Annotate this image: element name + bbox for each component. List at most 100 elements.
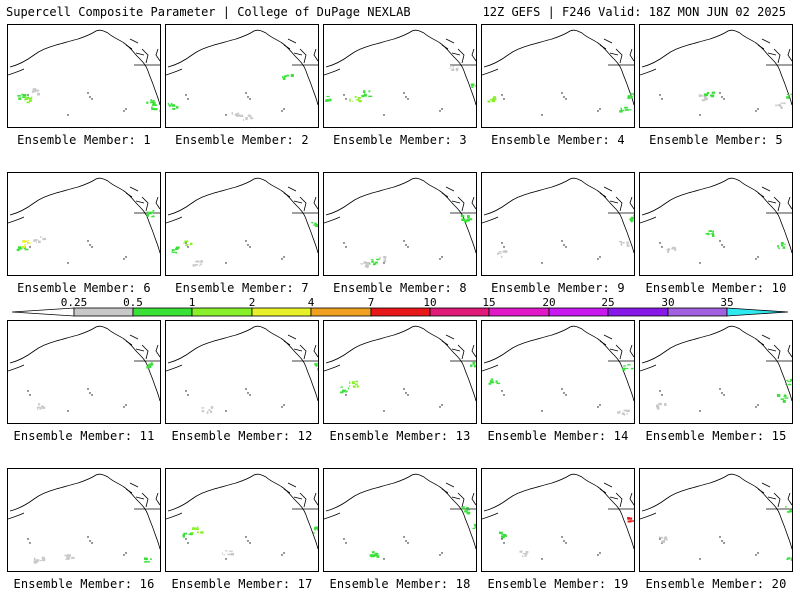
island bbox=[89, 96, 91, 98]
coastline bbox=[423, 32, 465, 72]
coastline bbox=[581, 328, 623, 368]
ensemble-member-label: Ensemble Member: 5 bbox=[649, 133, 783, 147]
coastline bbox=[265, 328, 307, 368]
coastline bbox=[325, 473, 425, 512]
scp-shading bbox=[371, 260, 375, 263]
scp-shading bbox=[363, 93, 367, 97]
scp-shading bbox=[503, 250, 508, 253]
island bbox=[187, 542, 189, 544]
ensemble-member-label: Ensemble Member: 6 bbox=[17, 281, 151, 295]
island bbox=[249, 542, 251, 544]
coastline bbox=[482, 216, 499, 224]
scp-shading bbox=[709, 94, 713, 97]
coastline bbox=[166, 364, 183, 372]
coastline bbox=[305, 514, 318, 550]
scp-shading bbox=[522, 555, 524, 558]
scp-shading bbox=[501, 533, 504, 535]
island bbox=[597, 406, 599, 408]
island bbox=[225, 410, 227, 412]
coastline bbox=[787, 492, 792, 506]
scp-shading bbox=[171, 251, 176, 253]
coastline bbox=[739, 180, 781, 220]
scp-shading bbox=[144, 561, 148, 563]
map-canvas bbox=[640, 29, 792, 116]
coastline bbox=[9, 177, 109, 216]
scp-shading bbox=[360, 263, 364, 265]
scp-shading bbox=[452, 65, 454, 68]
coastline bbox=[779, 218, 792, 254]
island bbox=[91, 542, 93, 544]
scp-shading bbox=[314, 526, 317, 530]
map-canvas bbox=[640, 473, 793, 561]
scp-shading bbox=[349, 98, 351, 102]
scp-shading bbox=[780, 242, 784, 245]
island bbox=[757, 404, 759, 406]
island bbox=[755, 258, 757, 260]
scp-shading bbox=[346, 390, 348, 392]
ensemble-map-panel bbox=[323, 468, 477, 572]
island bbox=[403, 388, 405, 390]
coastline bbox=[641, 325, 741, 364]
island bbox=[723, 542, 725, 544]
island bbox=[281, 554, 283, 556]
island bbox=[29, 542, 31, 544]
scp-shading bbox=[792, 556, 793, 558]
scp-shading bbox=[202, 411, 204, 413]
scp-shading bbox=[29, 99, 32, 102]
scp-shading bbox=[623, 365, 626, 367]
island bbox=[283, 552, 285, 554]
island bbox=[123, 406, 125, 408]
scp-shading bbox=[195, 528, 199, 531]
coastline bbox=[167, 473, 267, 512]
scp-shading bbox=[314, 363, 318, 366]
colorbar-segment bbox=[251, 307, 312, 317]
scp-shading bbox=[626, 243, 629, 246]
island bbox=[247, 96, 249, 98]
scp-shading bbox=[243, 119, 245, 121]
island bbox=[403, 240, 405, 242]
island bbox=[719, 536, 721, 538]
coastline bbox=[483, 29, 583, 68]
island bbox=[29, 394, 31, 396]
scp-shading bbox=[775, 104, 777, 107]
scp-shading bbox=[496, 382, 501, 385]
ensemble-member-label: Ensemble Member: 18 bbox=[329, 577, 471, 591]
coastline bbox=[773, 492, 781, 508]
ensemble-member-label: Ensemble Member: 12 bbox=[171, 429, 313, 443]
scp-shading bbox=[208, 408, 211, 411]
scp-shading bbox=[318, 528, 319, 530]
scp-shading bbox=[376, 555, 380, 558]
scp-shading bbox=[464, 510, 467, 513]
scp-shading bbox=[145, 558, 148, 561]
scp-shading bbox=[473, 523, 476, 527]
scp-shading bbox=[33, 239, 37, 242]
coastline bbox=[629, 48, 634, 62]
scp-shading bbox=[191, 527, 195, 530]
scp-shading bbox=[628, 109, 632, 111]
coastline bbox=[640, 216, 657, 224]
island bbox=[185, 538, 187, 540]
scp-shading bbox=[351, 381, 355, 385]
island bbox=[541, 410, 543, 412]
coastline bbox=[483, 177, 583, 216]
scp-shading bbox=[341, 389, 346, 391]
island bbox=[185, 242, 187, 244]
scp-shading bbox=[619, 110, 623, 113]
scp-shading bbox=[314, 529, 317, 531]
scp-shading bbox=[784, 397, 789, 399]
scp-shading bbox=[627, 520, 632, 523]
coastline bbox=[615, 492, 623, 508]
scp-shading bbox=[16, 248, 20, 251]
colorbar-segment bbox=[310, 307, 372, 317]
scp-shading bbox=[495, 380, 498, 383]
scp-shading bbox=[699, 95, 702, 97]
coastline bbox=[441, 186, 461, 204]
scp-shading bbox=[37, 406, 40, 408]
island bbox=[659, 94, 661, 96]
scp-shading bbox=[663, 537, 666, 540]
island bbox=[283, 404, 285, 406]
scp-shading bbox=[150, 362, 153, 365]
island bbox=[661, 246, 663, 248]
scp-shading bbox=[501, 535, 505, 539]
scp-shading bbox=[790, 378, 792, 382]
